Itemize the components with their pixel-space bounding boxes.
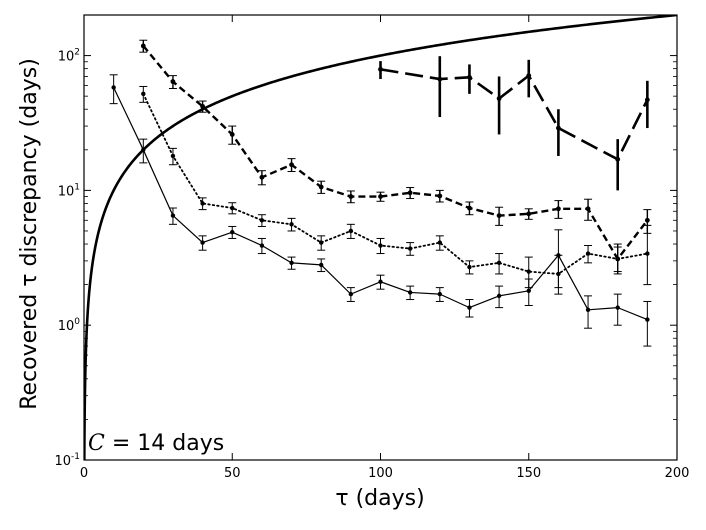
series-line	[380, 68, 649, 161]
data-point	[230, 205, 235, 211]
data-point	[526, 288, 531, 293]
data-point	[437, 291, 442, 297]
data-point	[644, 217, 650, 223]
data-point	[467, 205, 472, 211]
y-tick-label: 101	[58, 182, 80, 199]
data-point	[319, 240, 324, 245]
y-tick-label: 100	[58, 317, 81, 334]
data-point	[111, 85, 116, 90]
data-point	[141, 147, 146, 153]
data-point	[526, 73, 532, 79]
x-tick-label: 100	[368, 466, 393, 481]
data-point	[585, 251, 591, 256]
data-point	[526, 211, 532, 217]
data-point	[170, 153, 176, 159]
data-point	[407, 246, 413, 251]
data-point	[289, 260, 294, 266]
data-point	[348, 291, 354, 297]
data-point	[230, 229, 235, 235]
data-point	[170, 213, 176, 218]
annotation-text: = 14 days	[105, 431, 224, 456]
data-point	[556, 206, 561, 212]
reference-curve	[84, 15, 677, 460]
series-short-dash	[139, 39, 652, 275]
data-point	[141, 91, 146, 97]
data-point	[645, 317, 650, 322]
x-tick-label: 50	[224, 466, 241, 481]
y-tick-label: 102	[58, 48, 80, 65]
data-point	[200, 103, 206, 109]
y-tick-label: 10-1	[54, 452, 80, 469]
data-point	[259, 243, 265, 248]
y-axis-label: Recovered τ discrepancy (days)	[17, 58, 42, 410]
data-point	[437, 76, 443, 82]
x-tick-label: 150	[516, 466, 541, 481]
data-point	[259, 218, 265, 223]
y-tick-exponent: 2	[74, 48, 80, 58]
x-tick-label: 200	[665, 466, 690, 481]
data-point	[496, 213, 502, 219]
y-tick-base: 10	[58, 50, 75, 65]
chart-annotation: C = 14 days	[88, 431, 224, 456]
y-tick-base: 10	[58, 319, 75, 334]
x-tick-label: 0	[80, 466, 88, 481]
data-point	[378, 66, 383, 72]
data-point	[378, 243, 383, 248]
data-point	[467, 305, 472, 310]
data-point	[526, 269, 531, 274]
data-point	[378, 279, 383, 284]
y-tick-base: 10	[58, 184, 75, 199]
data-point	[585, 206, 591, 212]
data-point	[318, 184, 324, 190]
data-point	[496, 96, 502, 101]
data-point	[348, 228, 354, 234]
data-point	[407, 190, 413, 196]
data-point	[407, 290, 413, 295]
data-point	[200, 201, 205, 206]
data-point	[615, 256, 621, 262]
data-point	[496, 260, 502, 266]
plot-layer	[84, 15, 677, 460]
data-point	[615, 305, 620, 310]
data-point	[585, 307, 591, 313]
series-line	[142, 45, 649, 261]
annotation-symbol: C	[88, 431, 105, 456]
data-point	[229, 132, 235, 137]
series-dotted	[139, 85, 652, 295]
data-point	[378, 194, 383, 199]
series-line	[142, 92, 649, 275]
y-tick-exponent: 0	[74, 317, 80, 327]
data-point	[289, 162, 294, 168]
data-point	[170, 79, 176, 85]
series-long-dash	[378, 56, 650, 191]
data-point	[437, 193, 443, 199]
data-point	[556, 125, 561, 131]
data-point	[259, 174, 265, 180]
data-point	[200, 240, 205, 245]
x-axis-label: τ (days)	[335, 486, 424, 511]
y-tick-exponent: 1	[74, 182, 80, 192]
data-point	[644, 97, 650, 103]
data-point	[467, 264, 472, 270]
data-point	[437, 240, 442, 245]
data-point	[319, 262, 324, 268]
data-point	[645, 251, 650, 256]
data-point	[289, 222, 294, 227]
data-point	[348, 194, 354, 199]
data-point	[140, 43, 146, 49]
y-tick-exponent: -1	[71, 452, 80, 462]
data-point	[615, 156, 621, 162]
data-point	[556, 271, 561, 277]
data-point	[496, 293, 502, 299]
data-point	[467, 74, 472, 80]
y-tick-base: 10	[54, 454, 71, 469]
